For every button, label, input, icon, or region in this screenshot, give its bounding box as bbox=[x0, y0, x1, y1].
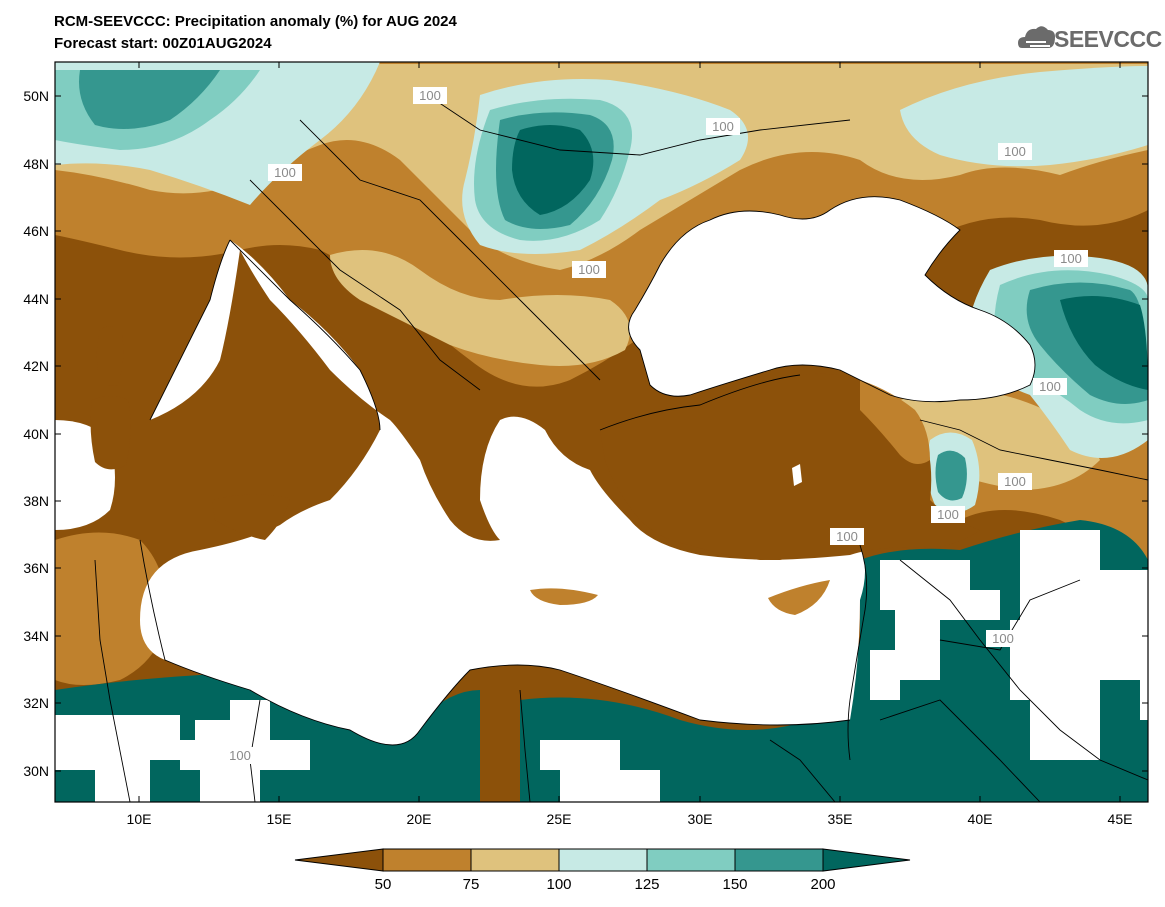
cloud-icon bbox=[1018, 26, 1055, 48]
map-fill bbox=[55, 62, 1148, 802]
colorbar-segment-125-150 bbox=[646, 848, 736, 872]
sea-black bbox=[628, 196, 1035, 402]
lon-label: 25E bbox=[547, 811, 572, 827]
svg-text:100: 100 bbox=[229, 748, 251, 763]
colorbar-segment-below-50 bbox=[294, 848, 384, 872]
contour-label: 100 bbox=[998, 473, 1032, 490]
lat-label: 42N bbox=[23, 358, 49, 374]
island-crete bbox=[530, 588, 598, 605]
region-above-200-carpathian bbox=[512, 125, 594, 215]
contour-label: 100 bbox=[931, 506, 965, 523]
island-cyprus bbox=[768, 580, 830, 615]
contour-label: 100 bbox=[1054, 250, 1088, 267]
region-150-200-anatolia-pocket bbox=[935, 450, 967, 501]
lake-van bbox=[792, 464, 802, 486]
island-corsica bbox=[96, 326, 124, 386]
colorbar-segment-150-200 bbox=[734, 848, 824, 872]
seevccc-logo-text: SEEVCCC bbox=[1054, 26, 1162, 52]
region-50-75-north-africa bbox=[55, 532, 166, 685]
lat-label: 44N bbox=[23, 291, 49, 307]
svg-text:100: 100 bbox=[1004, 144, 1026, 159]
contour-label: 100 bbox=[986, 630, 1020, 647]
svg-text:100: 100 bbox=[712, 119, 734, 134]
contour-label: 100 bbox=[998, 143, 1032, 160]
lat-label: 48N bbox=[23, 156, 49, 172]
svg-text:100: 100 bbox=[274, 165, 296, 180]
colorbar-segment-75-100 bbox=[470, 848, 560, 872]
colorbar-segment-100-125 bbox=[558, 848, 648, 872]
colorbar-label: 200 bbox=[810, 876, 835, 893]
contour-label: 100 bbox=[706, 118, 740, 135]
lat-label: 46N bbox=[23, 223, 49, 239]
forecast-start-label: Forecast start: 00Z01AUG2024 bbox=[54, 35, 272, 52]
colorbar-labels: 50 75 100 125 150 200 bbox=[375, 876, 836, 893]
lat-label: 34N bbox=[23, 628, 49, 644]
colorbar-label: 50 bbox=[375, 876, 392, 893]
svg-text:100: 100 bbox=[992, 631, 1014, 646]
contour-label: 100 bbox=[413, 87, 447, 104]
lat-label: 38N bbox=[23, 493, 49, 509]
land-anatolia-coast-dry bbox=[860, 380, 930, 464]
colorbar-segment-50-75 bbox=[382, 848, 472, 872]
lat-label: 36N bbox=[23, 560, 49, 576]
borders bbox=[94, 89, 1148, 802]
colorbar-label: 100 bbox=[546, 876, 571, 893]
map-title: RCM-SEEVCCC: Precipitation anomaly (%) f… bbox=[54, 13, 457, 30]
lon-label: 10E bbox=[127, 811, 152, 827]
svg-text:100: 100 bbox=[1060, 251, 1082, 266]
lon-label: 45E bbox=[1108, 811, 1133, 827]
region-150-200-north bbox=[79, 70, 220, 129]
colorbar-label: 125 bbox=[634, 876, 659, 893]
region-100-125-ukraine-east bbox=[900, 66, 1148, 167]
colorbar bbox=[294, 848, 911, 872]
lat-label: 40N bbox=[23, 426, 49, 442]
contour-label: 100 bbox=[1033, 378, 1067, 395]
svg-text:100: 100 bbox=[1004, 474, 1026, 489]
island-sicily bbox=[212, 494, 290, 540]
svg-text:100: 100 bbox=[836, 529, 858, 544]
contour-label: 100 bbox=[830, 528, 864, 545]
nodata-syria-desert bbox=[870, 560, 1000, 700]
contour-label: 100 bbox=[268, 164, 302, 181]
colorbar-segment-above-200 bbox=[822, 848, 911, 872]
island-sardinia bbox=[90, 396, 131, 470]
lon-ticks bbox=[138, 62, 1121, 802]
lat-label: 30N bbox=[23, 763, 49, 779]
region-75-100-pannonia bbox=[330, 250, 630, 366]
colorbar-label: 150 bbox=[722, 876, 747, 893]
sea-tyrrhenian-adriatic bbox=[140, 240, 865, 745]
lon-label: 15E bbox=[267, 811, 292, 827]
contour-labels: 100 100 100 100 100 100 100 100 100 100 … bbox=[223, 87, 1088, 764]
lat-labels: 50N 48N 46N 44N 42N 40N 38N 36N 34N 32N … bbox=[23, 88, 49, 779]
nodata-sahara-west bbox=[55, 715, 180, 802]
lon-label: 20E bbox=[407, 811, 432, 827]
nodata-egypt bbox=[540, 740, 660, 802]
lon-labels: 10E 15E 20E 25E 30E 35E 40E 45E bbox=[127, 811, 1133, 827]
lon-label: 30E bbox=[688, 811, 713, 827]
lon-label: 35E bbox=[828, 811, 853, 827]
svg-text:100: 100 bbox=[1039, 379, 1061, 394]
lat-label: 50N bbox=[23, 88, 49, 104]
map-frame bbox=[54, 61, 1149, 803]
svg-text:100: 100 bbox=[419, 88, 441, 103]
svg-text:100: 100 bbox=[937, 507, 959, 522]
svg-text:100: 100 bbox=[578, 262, 600, 277]
lat-label: 32N bbox=[23, 695, 49, 711]
lat-ticks bbox=[55, 95, 1148, 772]
colorbar-label: 75 bbox=[463, 876, 480, 893]
nodata-arabia bbox=[1010, 530, 1148, 760]
lon-label: 40E bbox=[968, 811, 993, 827]
region-above-200-caucasus bbox=[1060, 296, 1148, 390]
contour-label: 100 bbox=[223, 747, 257, 764]
contour-label: 100 bbox=[572, 261, 606, 278]
